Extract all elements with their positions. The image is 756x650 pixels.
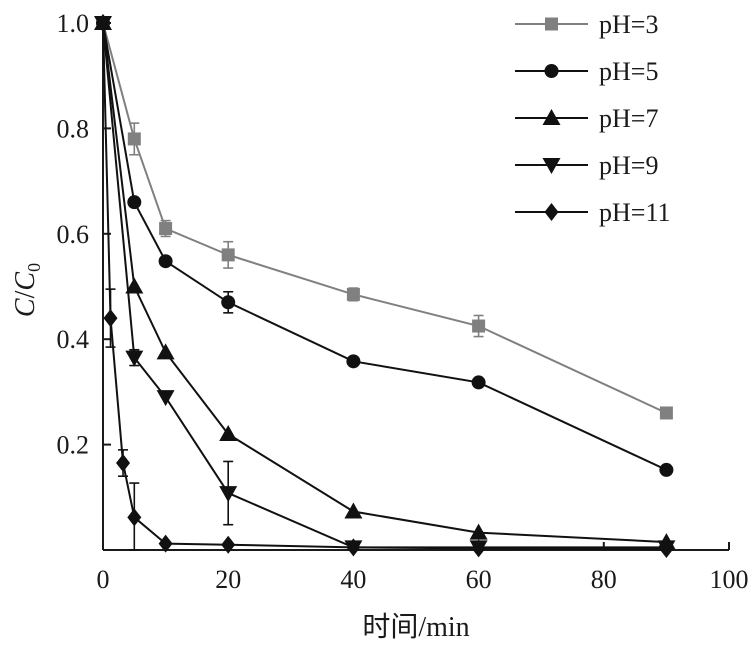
legend: pH=3 pH=5 pH=7 pH=9 pH=11 — [515, 10, 670, 227]
y-axis-title-subscript: 0 — [24, 263, 44, 272]
series-line — [102, 22, 667, 414]
data-point — [472, 319, 486, 333]
data-point — [158, 534, 173, 553]
legend-entry: pH=3 — [515, 10, 658, 39]
data-point — [127, 195, 142, 210]
data-point — [125, 350, 144, 367]
x-tick-label: 40 — [340, 565, 366, 594]
x-tick-label: 20 — [215, 565, 241, 594]
data-point — [127, 508, 142, 527]
data-point — [127, 132, 141, 146]
data-point — [221, 295, 236, 310]
series-line — [102, 22, 667, 550]
data-point — [219, 425, 238, 442]
legend-marker — [542, 158, 561, 174]
data-point — [221, 248, 235, 262]
series-triangle-up — [94, 14, 676, 550]
data-point — [158, 254, 173, 269]
x-tick-label: 80 — [591, 565, 617, 594]
legend-label: pH=7 — [599, 104, 658, 133]
axes — [102, 23, 729, 551]
data-point — [659, 406, 673, 420]
x-tick-label: 60 — [466, 565, 492, 594]
data-point — [471, 375, 486, 390]
y-axis-title-slash: / — [10, 290, 41, 298]
x-tick-label: 0 — [97, 565, 110, 594]
data-point — [346, 287, 360, 301]
data-point — [346, 538, 361, 557]
y-tick-label: 1.0 — [57, 9, 90, 38]
data-point — [96, 14, 110, 32]
series-layer — [94, 14, 676, 558]
y-tick-label: 0.8 — [57, 114, 90, 143]
data-point — [156, 390, 175, 407]
data-point — [659, 462, 674, 477]
y-tick-label: 0.6 — [57, 220, 90, 249]
series-line — [102, 22, 667, 544]
y-axis-title-denom: C — [10, 272, 41, 291]
data-point — [159, 222, 173, 236]
series-line — [102, 22, 667, 549]
legend-label: pH=3 — [599, 10, 658, 39]
y-axis-ticks: 0.2 0.4 0.6 0.8 1.0 — [57, 9, 111, 460]
x-axis-title: 时间/min — [362, 611, 469, 643]
series-line — [102, 22, 667, 471]
series-diamond — [96, 14, 674, 558]
data-point — [103, 309, 118, 328]
legend-marker — [544, 64, 559, 78]
data-point — [471, 539, 486, 558]
y-axis-title-main: C — [10, 298, 41, 317]
legend-marker — [545, 17, 558, 31]
legend-label: pH=11 — [599, 198, 670, 227]
data-point — [219, 486, 238, 503]
series-square — [96, 16, 673, 420]
data-point — [344, 502, 363, 519]
legend-label: pH=9 — [599, 151, 658, 180]
legend-label: pH=5 — [599, 57, 658, 86]
y-tick-label: 0.4 — [57, 325, 90, 354]
data-point — [469, 523, 488, 540]
legend-entry: pH=7 — [515, 104, 658, 133]
data-point — [221, 535, 236, 554]
data-point — [125, 277, 144, 294]
legend-entry: pH=5 — [515, 57, 658, 86]
x-tick-label: 100 — [710, 565, 749, 594]
data-point — [659, 539, 674, 558]
legend-marker — [544, 203, 559, 221]
legend-entry: pH=11 — [515, 198, 670, 227]
legend-marker — [542, 109, 561, 125]
series-circle — [96, 16, 674, 477]
data-point — [116, 454, 131, 473]
data-point — [346, 354, 361, 369]
series-triangle-down — [94, 16, 676, 557]
data-point — [156, 343, 175, 360]
y-axis-title: C/C0 — [10, 263, 44, 317]
y-tick-label: 0.2 — [57, 431, 90, 460]
legend-entry: pH=9 — [515, 151, 658, 180]
